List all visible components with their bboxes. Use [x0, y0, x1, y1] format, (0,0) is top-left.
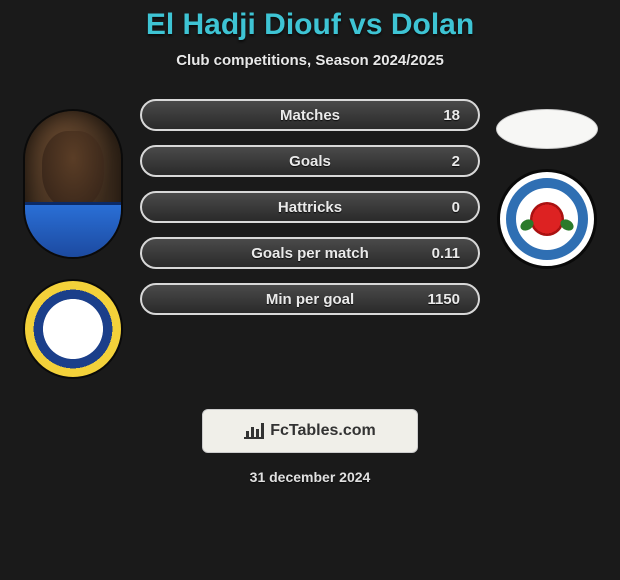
- stat-row-goals: Goals 2: [140, 145, 480, 177]
- page-title: El Hadji Diouf vs Dolan: [0, 0, 620, 42]
- stat-right-value: 0.11: [420, 245, 460, 262]
- stats-list: Matches 18 Goals 2 Hattricks 0 Goals per…: [140, 99, 480, 315]
- stat-label: Matches: [280, 107, 340, 124]
- stat-right-value: 0: [420, 199, 460, 216]
- stat-label: Goals: [289, 153, 331, 170]
- stat-right-value: 1150: [420, 291, 460, 308]
- club-badge-leeds: [23, 279, 123, 379]
- stat-label: Goals per match: [251, 245, 369, 262]
- stat-row-matches: Matches 18: [140, 99, 480, 131]
- right-player-column: [492, 99, 602, 269]
- chart-icon: [244, 423, 264, 439]
- stat-right-value: 2: [420, 153, 460, 170]
- stat-label: Min per goal: [266, 291, 354, 308]
- branding-text: FcTables.com: [270, 422, 376, 440]
- club-badge-blackburn: [497, 169, 597, 269]
- player-avatar-right-placeholder: [496, 109, 598, 149]
- stat-right-value: 18: [420, 107, 460, 124]
- stat-label: Hattricks: [278, 199, 342, 216]
- player-avatar-left: [23, 109, 123, 259]
- branding-badge: FcTables.com: [202, 409, 418, 453]
- stat-row-hattricks: Hattricks 0: [140, 191, 480, 223]
- left-player-column: [18, 99, 128, 379]
- stat-row-min-per-goal: Min per goal 1150: [140, 283, 480, 315]
- comparison-panel: Matches 18 Goals 2 Hattricks 0 Goals per…: [0, 99, 620, 379]
- page-subtitle: Club competitions, Season 2024/2025: [0, 52, 620, 69]
- stat-row-goals-per-match: Goals per match 0.11: [140, 237, 480, 269]
- footer-date: 31 december 2024: [0, 469, 620, 485]
